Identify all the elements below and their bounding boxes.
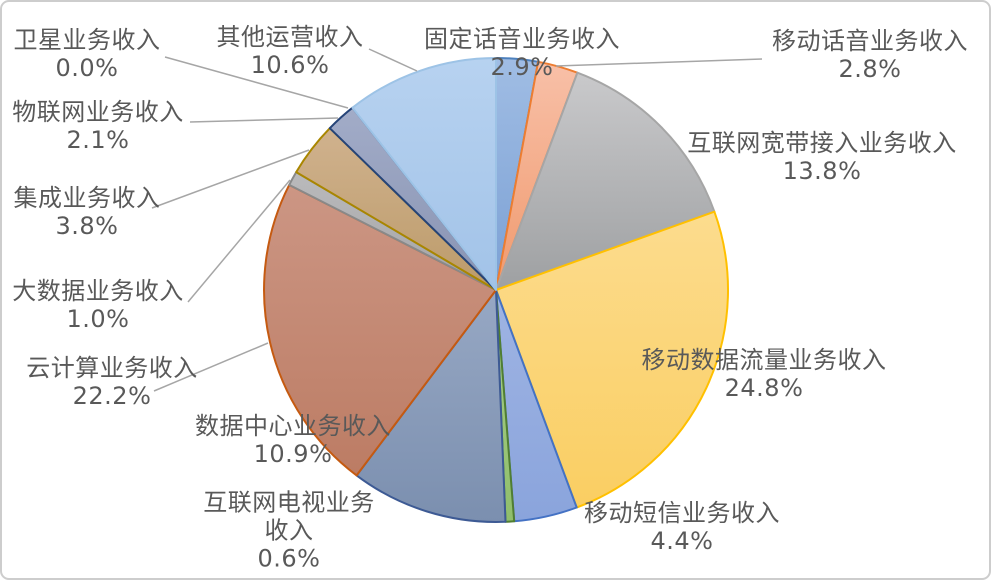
leader-line-bigdata bbox=[187, 179, 291, 303]
pie-slice-other[interactable] bbox=[351, 57, 497, 291]
leader-line-satellite bbox=[164, 56, 349, 109]
pie-slice-datacenter[interactable] bbox=[355, 289, 507, 523]
leader-line-cloud bbox=[153, 342, 269, 392]
pie-slice-data-traffic[interactable] bbox=[495, 210, 729, 509]
leader-line-other bbox=[368, 48, 418, 72]
leader-line-iot bbox=[189, 117, 339, 123]
pie-slice-cloud[interactable] bbox=[263, 183, 497, 477]
leader-line-mobile-voice bbox=[555, 58, 763, 67]
leader-line-integration bbox=[151, 149, 310, 209]
pie-slice-broadband[interactable] bbox=[495, 71, 716, 291]
